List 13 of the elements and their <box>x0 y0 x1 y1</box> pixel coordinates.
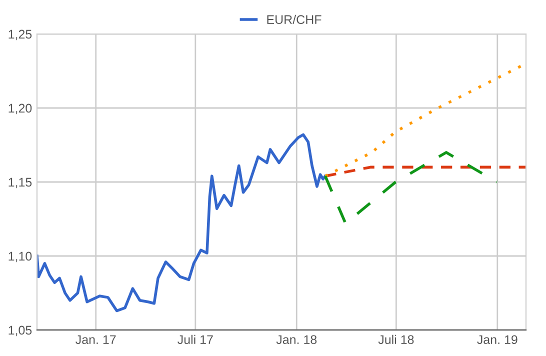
x-tick-label: Juli 18 <box>378 334 414 344</box>
legend-label: EUR/CHF <box>267 14 322 24</box>
line-series <box>324 151 498 225</box>
y-tick-label: 1,20 <box>8 104 32 114</box>
x-tick-label: Jan. 18 <box>276 335 317 344</box>
x-tick-label: Jan. 19 <box>477 335 518 344</box>
x-tick-label: Juli 17 <box>178 334 213 344</box>
line-series <box>37 133 327 312</box>
y-tick-label: 1,05 <box>8 326 32 336</box>
y-tick-label: 1,25 <box>8 30 32 40</box>
x-tick-label: Jan. 17 <box>76 335 116 344</box>
y-tick-label: 1,15 <box>8 178 32 188</box>
y-tick-label: 1,10 <box>8 252 32 262</box>
